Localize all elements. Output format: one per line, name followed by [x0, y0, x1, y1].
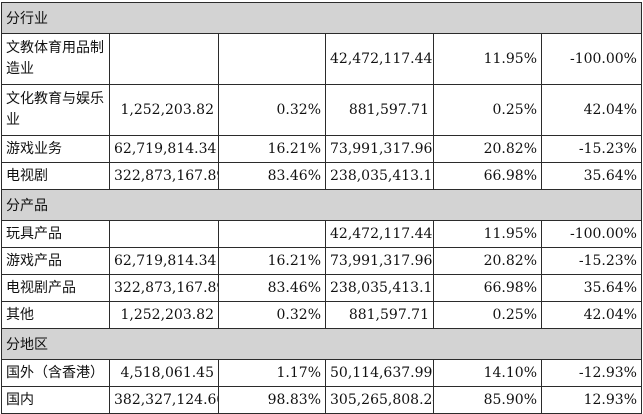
- row-name: 游戏业务: [1, 135, 110, 163]
- previous-amount: 238,035,413.12: [325, 274, 434, 302]
- current-share: 0.32%: [218, 84, 326, 136]
- section-header-product: 分产品: [1, 189, 642, 221]
- table-row: 游戏业务 62,719,814.34 16.21% 73,991,317.96 …: [1, 135, 642, 163]
- yoy-change: -100.00%: [541, 33, 642, 85]
- current-amount: [109, 220, 219, 248]
- row-name: 文化教育与娱乐业: [1, 84, 110, 136]
- yoy-change: 35.64%: [541, 274, 642, 302]
- section-title: 分产品: [1, 189, 642, 221]
- previous-share: 0.25%: [433, 301, 542, 329]
- row-name: 其他: [1, 301, 110, 329]
- yoy-change: -15.23%: [541, 135, 642, 163]
- current-share: 0.32%: [218, 301, 326, 329]
- current-amount: 62,719,814.34: [109, 135, 219, 163]
- previous-amount: 73,991,317.96: [325, 247, 434, 275]
- section-header-region: 分地区: [1, 328, 642, 360]
- previous-share: 66.98%: [433, 162, 542, 190]
- current-share: 16.21%: [218, 247, 326, 275]
- section-title: 分地区: [1, 328, 642, 360]
- yoy-change: 12.93%: [541, 386, 642, 414]
- row-name: 电视剧: [1, 162, 110, 190]
- table-row: 电视剧产品 322,873,167.89 83.46% 238,035,413.…: [1, 274, 642, 302]
- yoy-change: -15.23%: [541, 247, 642, 275]
- table-row: 电视剧 322,873,167.89 83.46% 238,035,413.12…: [1, 162, 642, 190]
- yoy-change: -100.00%: [541, 220, 642, 248]
- previous-amount: 73,991,317.96: [325, 135, 434, 163]
- current-share: [218, 33, 326, 85]
- previous-share: 85.90%: [433, 386, 542, 414]
- previous-share: 20.82%: [433, 247, 542, 275]
- previous-amount: 881,597.71: [325, 84, 434, 136]
- previous-amount: 50,114,637.99: [325, 359, 434, 387]
- yoy-change: -12.93%: [541, 359, 642, 387]
- previous-amount: 42,472,117.44: [325, 220, 434, 248]
- table-row: 国外（含香港） 4,518,061.45 1.17% 50,114,637.99…: [1, 359, 642, 387]
- current-amount: [109, 33, 219, 85]
- previous-amount: 42,472,117.44: [325, 33, 434, 85]
- previous-share: 11.95%: [433, 33, 542, 85]
- row-name: 玩具产品: [1, 220, 110, 248]
- row-name: 电视剧产品: [1, 274, 110, 302]
- table-row: 文教体育用品制造业 42,472,117.44 11.95% -100.00%: [1, 33, 642, 85]
- row-name: 游戏产品: [1, 247, 110, 275]
- current-share: 83.46%: [218, 274, 326, 302]
- current-amount: 382,327,124.60: [109, 386, 219, 414]
- previous-share: 0.25%: [433, 84, 542, 136]
- previous-share: 20.82%: [433, 135, 542, 163]
- current-share: 16.21%: [218, 135, 326, 163]
- table-row: 游戏产品 62,719,814.34 16.21% 73,991,317.96 …: [1, 247, 642, 275]
- table-row: 玩具产品 42,472,117.44 11.95% -100.00%: [1, 220, 642, 248]
- yoy-change: 42.04%: [541, 301, 642, 329]
- row-name: 文教体育用品制造业: [1, 33, 110, 85]
- current-share: [218, 220, 326, 248]
- previous-amount: 238,035,413.12: [325, 162, 434, 190]
- table-row: 文化教育与娱乐业 1,252,203.82 0.32% 881,597.71 0…: [1, 84, 642, 136]
- row-name: 国外（含香港）: [1, 359, 110, 387]
- current-amount: 1,252,203.82: [109, 301, 219, 329]
- current-amount: 4,518,061.45: [109, 359, 219, 387]
- current-share: 83.46%: [218, 162, 326, 190]
- current-share: 98.83%: [218, 386, 326, 414]
- previous-share: 11.95%: [433, 220, 542, 248]
- yoy-change: 35.64%: [541, 162, 642, 190]
- previous-amount: 881,597.71: [325, 301, 434, 329]
- yoy-change: 42.04%: [541, 84, 642, 136]
- section-header-industry: 分行业: [1, 2, 642, 34]
- section-title: 分行业: [1, 2, 642, 34]
- previous-amount: 305,265,808.24: [325, 386, 434, 414]
- previous-share: 14.10%: [433, 359, 542, 387]
- current-share: 1.17%: [218, 359, 326, 387]
- table-row: 国内 382,327,124.60 98.83% 305,265,808.24 …: [1, 386, 642, 414]
- current-amount: 322,873,167.89: [109, 274, 219, 302]
- current-amount: 1,252,203.82: [109, 84, 219, 136]
- row-name: 国内: [1, 386, 110, 414]
- previous-share: 66.98%: [433, 274, 542, 302]
- table-row: 其他 1,252,203.82 0.32% 881,597.71 0.25% 4…: [1, 301, 642, 329]
- current-amount: 62,719,814.34: [109, 247, 219, 275]
- current-amount: 322,873,167.89: [109, 162, 219, 190]
